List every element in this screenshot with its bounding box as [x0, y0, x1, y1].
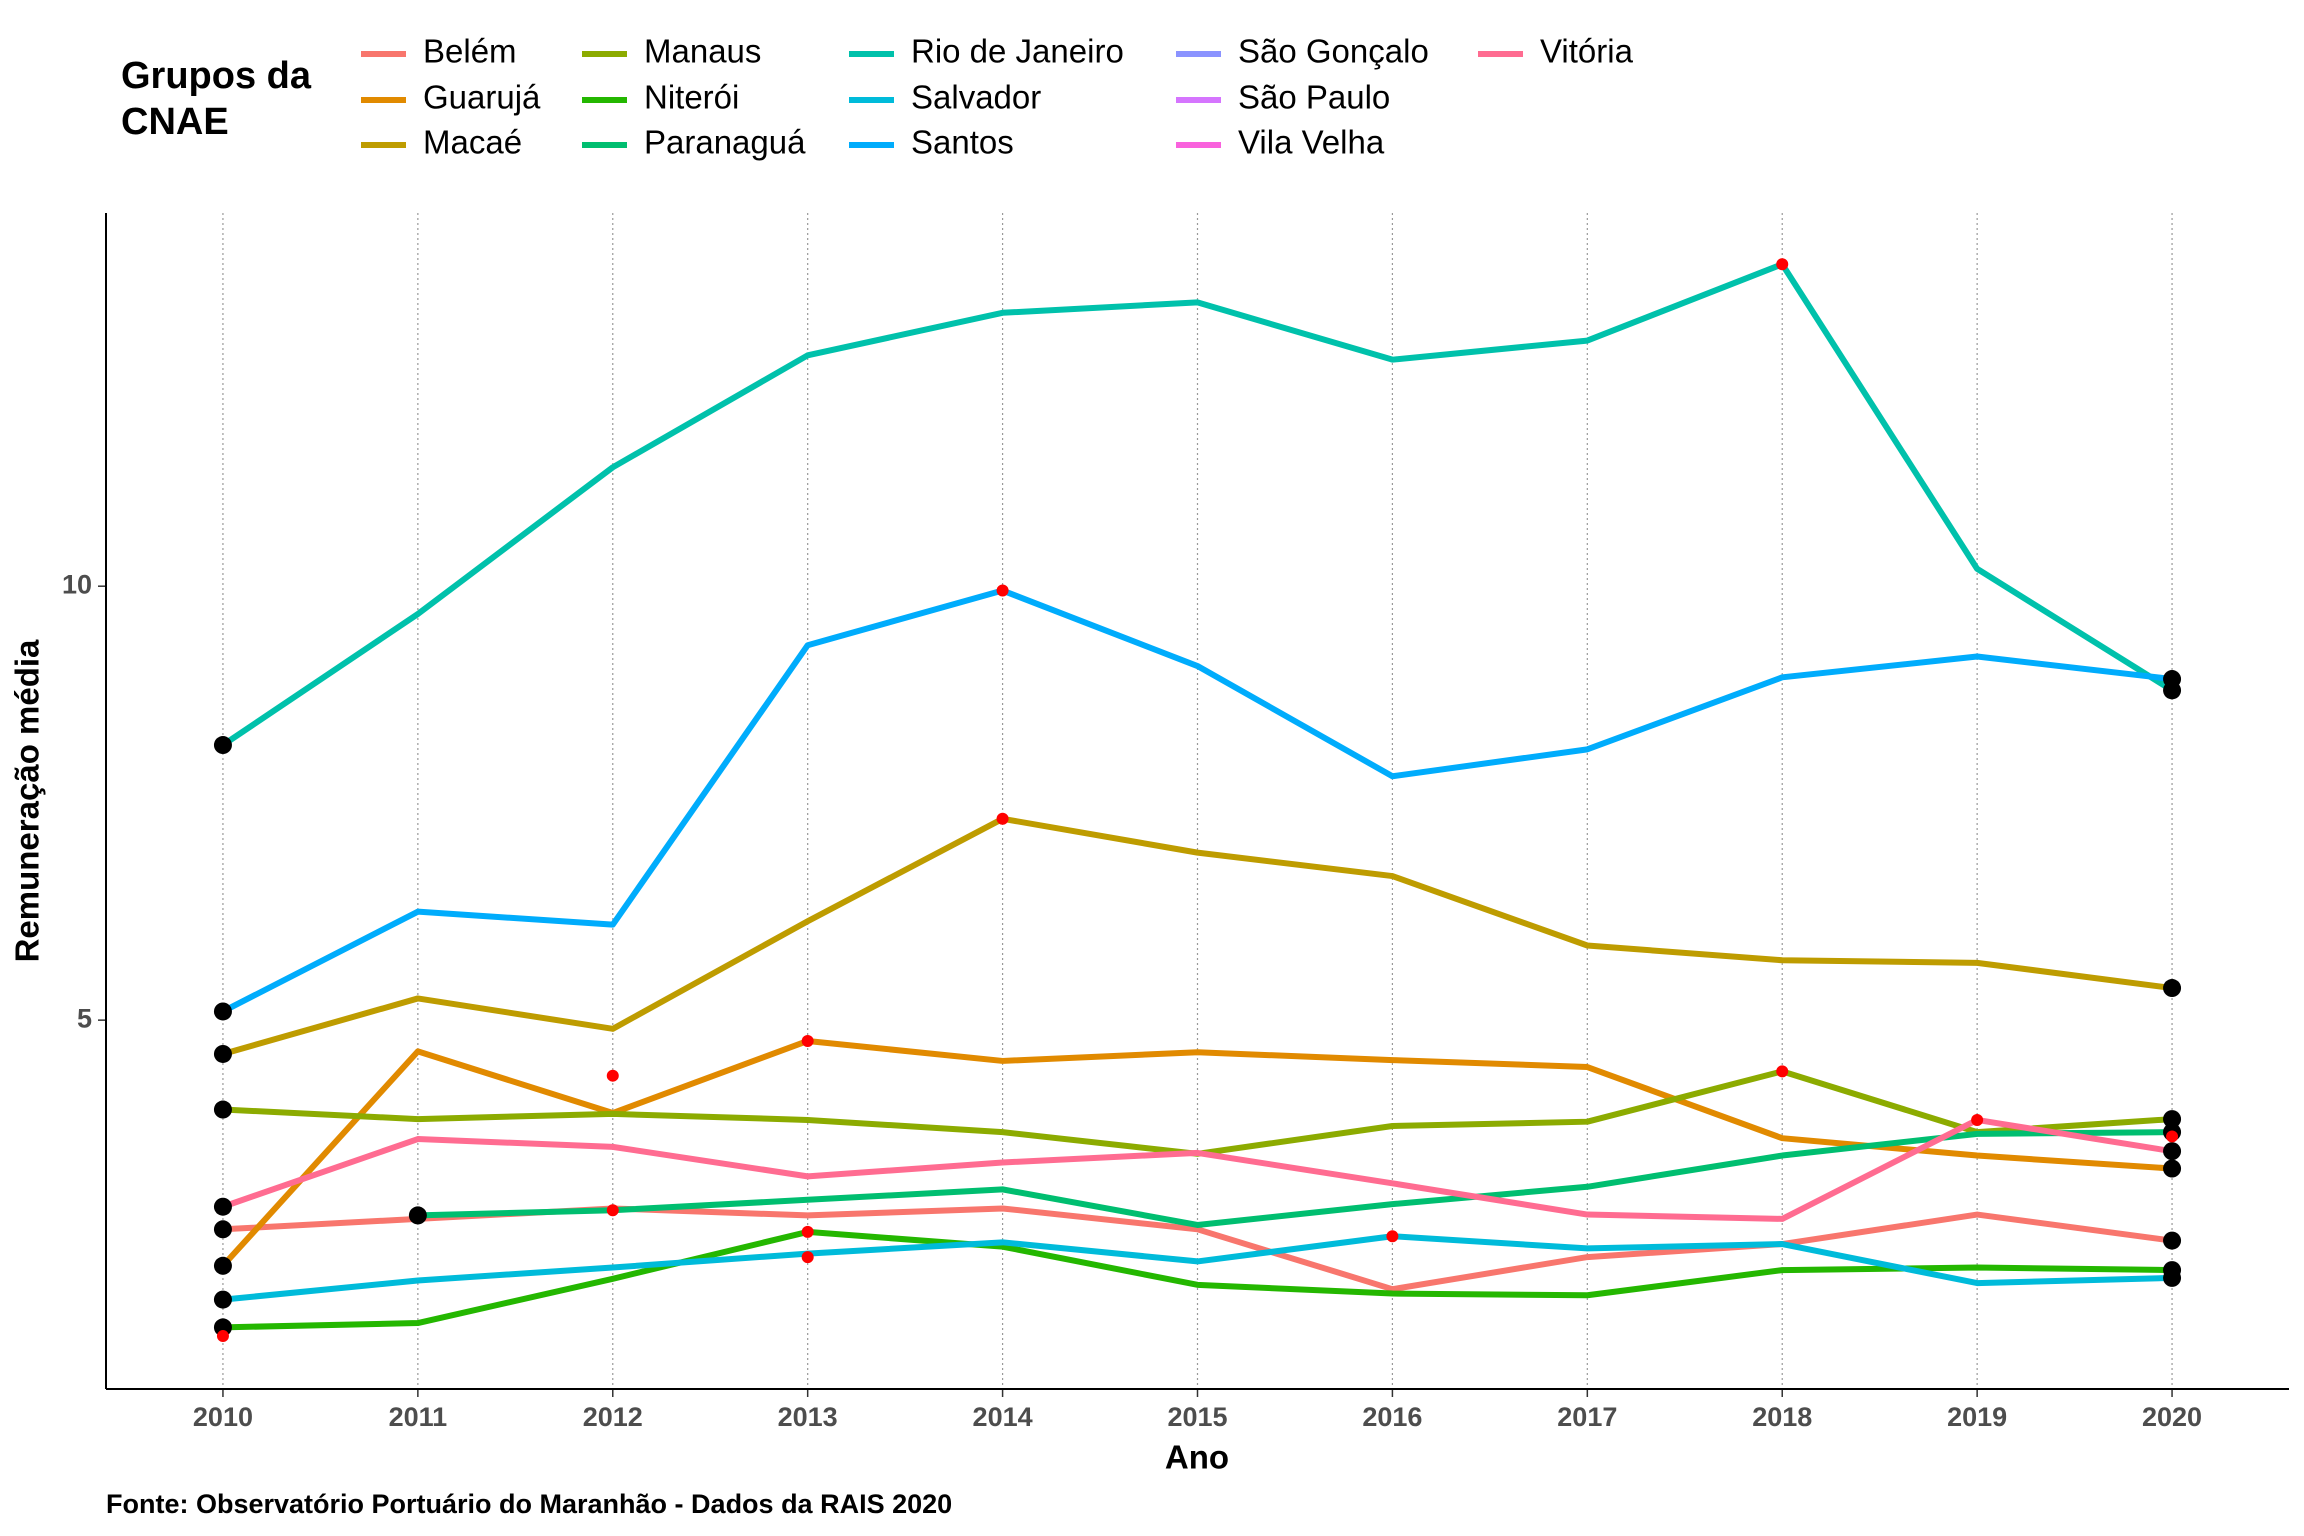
highlight-point [1776, 1065, 1789, 1078]
endpoint [213, 1002, 232, 1021]
legend-label: São Paulo [1238, 79, 1390, 116]
highlight-point [606, 1069, 619, 1082]
endpoint [2163, 1268, 2182, 1287]
highlight-point [1971, 1113, 1984, 1126]
endpoint [2163, 1110, 2182, 1129]
legend-label: Vila Velha [1238, 124, 1385, 161]
endpoint [213, 1290, 232, 1309]
x-tick-label: 2020 [2142, 1402, 2202, 1432]
legend-label: Santos [911, 124, 1014, 161]
legend-label: Belém [423, 33, 517, 70]
x-tick-label: 2019 [1947, 1402, 2007, 1432]
highlight-point [996, 584, 1009, 597]
legend-label: Niterói [644, 79, 739, 116]
x-tick-label: 2011 [389, 1402, 448, 1432]
endpoint [213, 1318, 232, 1337]
x-tick-label: 2013 [778, 1402, 838, 1432]
x-tick-label: 2017 [1557, 1402, 1617, 1432]
endpoint [213, 1044, 232, 1063]
endpoint [213, 1100, 232, 1119]
caption: Fonte: Observatório Portuário do Maranhã… [106, 1489, 952, 1519]
highlight-point [801, 1225, 814, 1238]
series-line [221, 1116, 2173, 1222]
endpoint [213, 1256, 232, 1275]
endpoint [213, 1220, 232, 1239]
series-line [221, 587, 2173, 1015]
legend-label: Manaus [644, 33, 761, 70]
x-axis-title: Ano [1165, 1439, 1229, 1476]
highlight-point [606, 1204, 619, 1217]
legend-label: Guarujá [423, 79, 541, 116]
legend-label: Paranaguá [644, 124, 806, 161]
endpoint [2163, 1159, 2182, 1178]
highlight-point [2166, 1130, 2179, 1143]
endpoint [2163, 1142, 2182, 1161]
highlight-point [216, 1330, 229, 1343]
series-line [222, 1233, 2173, 1303]
legend-title: Grupos da [121, 55, 312, 97]
highlight-point [801, 1251, 814, 1264]
y-tick-label: 5 [77, 1003, 92, 1033]
y-tick-label: 10 [62, 569, 92, 599]
legend-label: Salvador [911, 79, 1041, 116]
series-line [220, 1037, 2173, 1268]
endpoint [2163, 979, 2182, 998]
x-tick-label: 2016 [1362, 1402, 1422, 1432]
highlight-point [801, 1034, 814, 1047]
endpoint [408, 1206, 427, 1225]
legend-label: Vitória [1540, 33, 1634, 70]
highlight-point [996, 812, 1009, 825]
series-line [417, 1129, 2173, 1228]
legend-label: Rio de Janeiro [911, 33, 1124, 70]
legend-label: Macaé [423, 124, 522, 161]
highlight-point [1776, 258, 1789, 271]
series-line [222, 1228, 2173, 1331]
endpoint [213, 736, 232, 755]
series-line [222, 815, 2173, 1057]
legend-title: CNAE [121, 101, 229, 143]
highlight-point [1386, 1230, 1399, 1243]
endpoint [2163, 670, 2182, 689]
legend-label: São Gonçalo [1238, 33, 1429, 70]
endpoint [2163, 1231, 2182, 1250]
x-tick-label: 2010 [193, 1402, 253, 1432]
x-tick-label: 2018 [1752, 1402, 1812, 1432]
endpoint [213, 1197, 232, 1216]
series-line [221, 261, 2174, 748]
x-tick-label: 2012 [583, 1402, 643, 1432]
x-tick-label: 2015 [1167, 1402, 1227, 1432]
x-tick-label: 2014 [973, 1402, 1033, 1432]
y-axis-title: Remuneração média [9, 639, 46, 962]
